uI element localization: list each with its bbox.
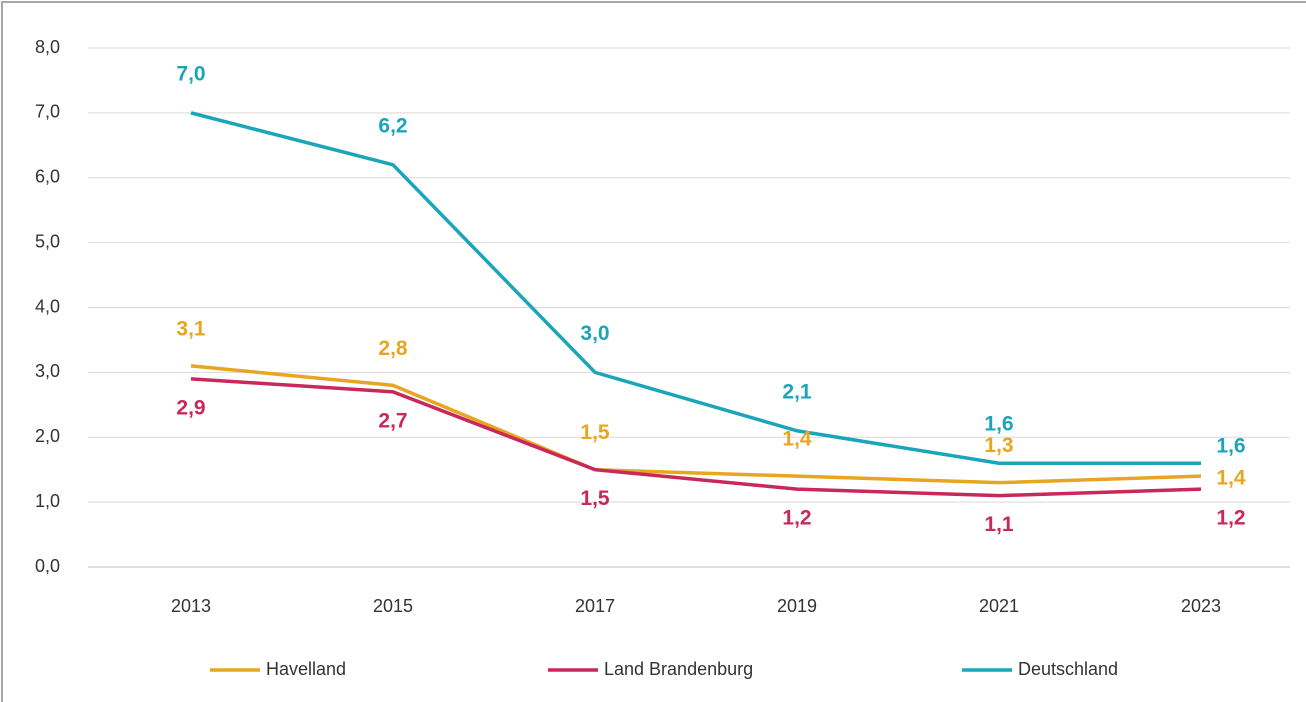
y-tick-label: 1,0: [35, 491, 60, 511]
x-tick-label: 2015: [373, 596, 413, 616]
data-label: 2,1: [782, 380, 812, 403]
x-tick-label: 2017: [575, 596, 615, 616]
data-label: 2,9: [176, 396, 205, 419]
data-label: 6,2: [378, 114, 407, 137]
data-label: 1,4: [1216, 467, 1246, 490]
line: [190, 111, 1201, 465]
y-tick-label: 7,0: [35, 102, 60, 122]
data-label: 1,2: [782, 507, 811, 530]
x-tick-label: 2023: [1181, 596, 1221, 616]
data-label: 1,4: [782, 428, 812, 451]
legend-label: Havelland: [266, 659, 346, 679]
legend-label: Deutschland: [1018, 659, 1118, 679]
data-label: 2,7: [378, 409, 407, 432]
line: [190, 377, 1202, 498]
y-tick-label: 0,0: [35, 556, 60, 576]
y-tick-label: 5,0: [35, 231, 60, 251]
x-tick-label: 2013: [171, 596, 211, 616]
data-label: 1,2: [1216, 507, 1245, 530]
data-label: 1,6: [1216, 435, 1245, 458]
data-label: 1,5: [580, 421, 610, 444]
y-tick-label: 3,0: [35, 361, 60, 381]
data-label: 1,5: [580, 487, 610, 510]
y-tick-label: 4,0: [35, 296, 60, 316]
y-tick-label: 2,0: [35, 426, 60, 446]
data-label: 1,1: [984, 513, 1014, 536]
data-label: 3,1: [176, 317, 206, 340]
data-label: 1,3: [984, 434, 1013, 457]
legend-label: Land Brandenburg: [604, 659, 753, 679]
y-tick-label: 6,0: [35, 167, 60, 187]
data-label: 3,0: [580, 322, 609, 345]
x-tick-label: 2021: [979, 596, 1019, 616]
x-tick-label: 2019: [777, 596, 817, 616]
data-label: 7,0: [176, 62, 205, 85]
data-label: 1,6: [984, 413, 1013, 436]
y-tick-label: 8,0: [35, 37, 60, 57]
line: [190, 364, 1202, 485]
data-label: 2,8: [378, 337, 408, 360]
